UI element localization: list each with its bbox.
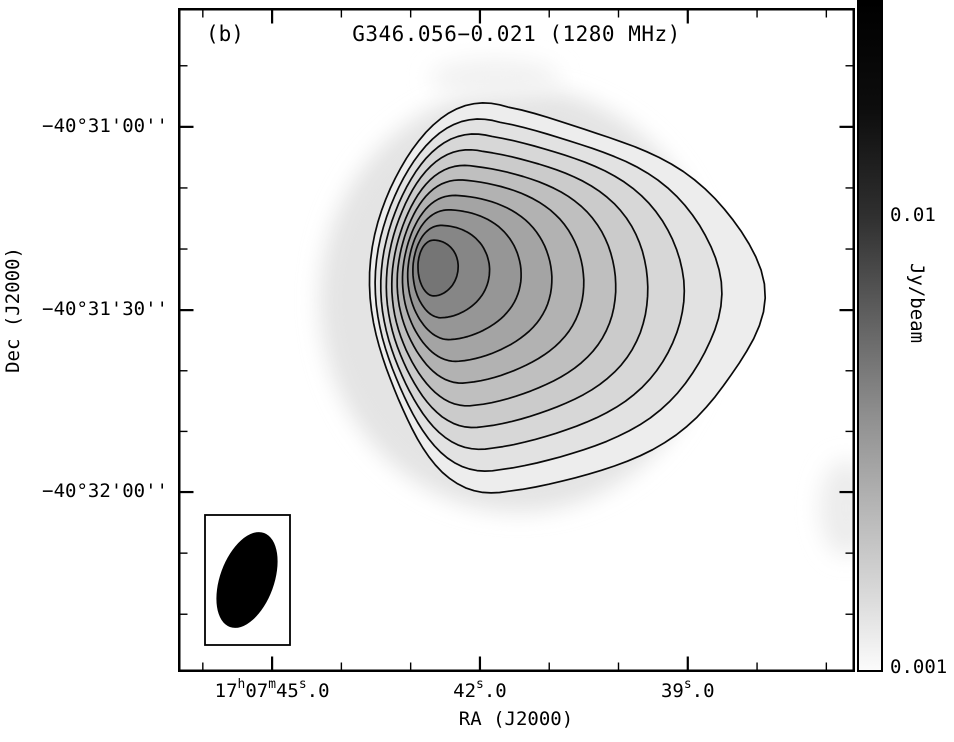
panel-label: (b) [206,22,244,46]
colorbar-tick-label-min: 0.001 [890,656,948,678]
figure-title: G346.056−0.021 (1280 MHz) [352,22,681,46]
contour-level-9 [417,239,460,297]
y-tick-label: −40°31'30'' [42,298,168,321]
x-tick-label: 17h07m45s.0 [214,677,330,702]
x-tick-label: 39s.0 [660,677,715,702]
beam-ellipse [216,532,278,628]
y-tick-label: −40°31'00'' [42,114,168,137]
plot-frame [178,8,855,672]
y-tick-label: −40°32'00'' [42,480,168,503]
diffuse-emission-blob [820,460,855,556]
diffuse-emission-blob [430,58,560,98]
x-axis-label: RA (J2000) [458,708,574,730]
colorbar [857,0,883,672]
contour-map [178,8,855,672]
colorbar-unit-label: Jy/beam [906,262,928,344]
colorbar-tick-label-max: 0.01 [890,204,936,226]
x-tick-label: 42s.0 [453,677,507,702]
